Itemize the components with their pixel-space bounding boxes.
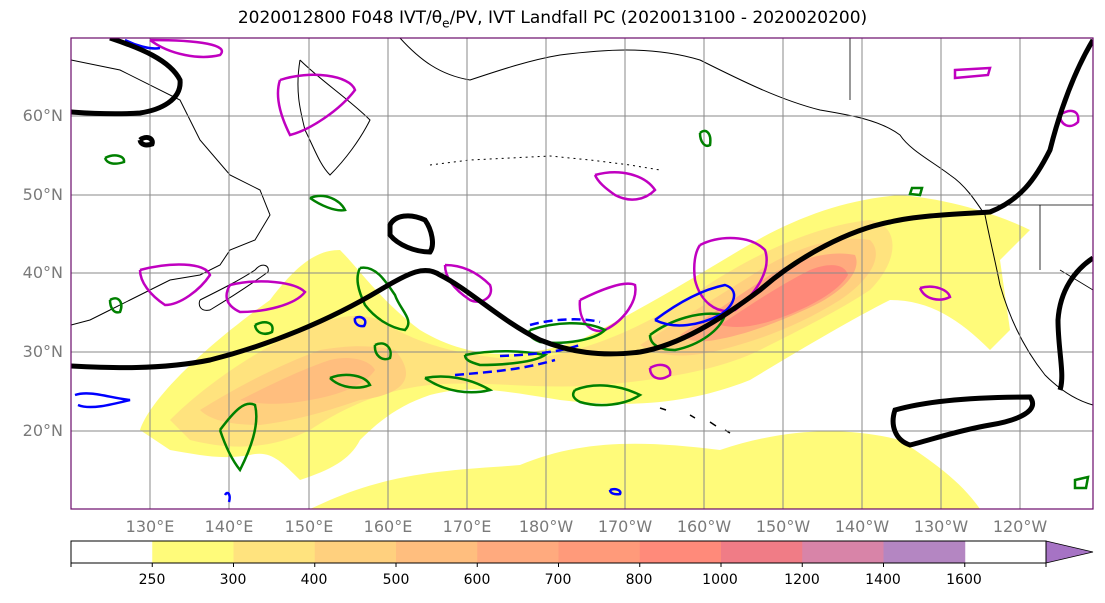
aleutians <box>429 155 661 171</box>
colorbar-label-1200: 1200 <box>784 572 820 588</box>
bering-coast <box>399 38 951 176</box>
lat-label-40n: 40°N <box>22 263 63 282</box>
pv-green-5 <box>218 402 258 473</box>
lat-label-50n: 50°N <box>22 185 63 204</box>
colorbar-segment <box>477 541 559 563</box>
lon-label-180w: 180°W <box>518 517 574 536</box>
pv-green-12 <box>698 129 712 147</box>
pv-blue-6 <box>529 318 601 327</box>
pv-green-10 <box>571 384 643 407</box>
lon-label-160w: 160°W <box>676 517 732 536</box>
colorbar-label-300: 300 <box>219 572 247 588</box>
pv-blue-5 <box>499 343 581 358</box>
colorbar-extend-arrow <box>1045 540 1094 564</box>
theta-e-contours <box>71 38 1093 448</box>
colorbar-segment <box>152 541 234 563</box>
colorbar-label-1000: 1000 <box>702 572 738 588</box>
pv-blue-7 <box>654 283 736 327</box>
colorbar-label-500: 500 <box>382 572 410 588</box>
colorbar-segment <box>721 541 803 563</box>
lon-label-170e: 170°E <box>442 517 492 536</box>
pv-blue-contours <box>74 38 736 503</box>
pv-magenta-10 <box>918 285 952 301</box>
pv-blue-1 <box>124 38 161 50</box>
theta-e-top-left <box>71 38 183 117</box>
ivt-band-500 <box>240 358 375 404</box>
lat-label-60n: 60°N <box>22 106 63 125</box>
pv-magenta-contours <box>138 38 1080 380</box>
colorbar-segment <box>558 541 641 563</box>
pv-magenta-4 <box>225 280 307 314</box>
pv-green-8 <box>463 350 549 367</box>
pv-blue-9 <box>608 487 622 496</box>
borders <box>849 38 1093 291</box>
colorbar-label-1600: 1600 <box>946 572 982 588</box>
lon-label-160e: 160°E <box>363 517 413 536</box>
pv-green-2 <box>356 266 410 332</box>
pv-green-14 <box>108 297 123 314</box>
pv-magenta-3 <box>138 263 212 307</box>
lon-label-130w: 130°W <box>913 517 969 536</box>
pv-blue-2 <box>74 392 131 409</box>
colorbar-segment <box>396 541 478 563</box>
map-panel <box>71 38 1093 509</box>
ivt-band-800 <box>720 265 848 328</box>
ivt-band-250-south <box>310 431 980 509</box>
asia-coastline <box>71 59 271 326</box>
colorbar-label-250: 250 <box>138 572 166 588</box>
theta-e-southeast-loop <box>890 394 1035 448</box>
lon-label-150e: 150°E <box>284 517 334 536</box>
theta-e-closed-loop <box>387 213 435 255</box>
theta-e-small-loop <box>137 134 155 148</box>
pv-green-13 <box>103 154 126 165</box>
pv-blue-3 <box>353 315 367 328</box>
lat-label-20n: 20°N <box>22 421 63 440</box>
pv-magenta-1 <box>149 38 224 59</box>
colorbar-label-400: 400 <box>300 572 328 588</box>
pv-magenta-6 <box>593 171 657 201</box>
colorbar-segment <box>71 541 153 563</box>
colorbar-segment <box>802 541 884 563</box>
north-america-coast <box>949 174 1093 406</box>
pv-blue-4 <box>454 358 556 377</box>
lon-label-120w: 120°W <box>992 517 1048 536</box>
lat-label-30n: 30°N <box>22 342 63 361</box>
colorbar-label-700: 700 <box>544 572 572 588</box>
chart-title: 2020012800 F048 IVT/θe/PV, IVT Landfall … <box>237 8 868 31</box>
colorbar-segment <box>233 541 316 563</box>
pv-green-16 <box>1073 475 1090 490</box>
lon-label-170w: 170°W <box>597 517 653 536</box>
colorbar-label-1400: 1400 <box>865 572 901 588</box>
pv-green-4 <box>329 373 372 389</box>
pv-green-7 <box>424 375 494 394</box>
lon-label-140e: 140°E <box>204 517 254 536</box>
colorbar-segment <box>314 541 397 563</box>
theta-e-main <box>71 38 1093 371</box>
lon-label-140w: 140°W <box>834 517 890 536</box>
pv-magenta-11 <box>1058 109 1080 128</box>
pv-magenta-9 <box>648 363 672 380</box>
theta-e-east-coast <box>1055 255 1093 391</box>
lon-label-130e: 130°E <box>125 517 175 536</box>
pv-magenta-2 <box>276 73 357 137</box>
hawaii <box>659 407 731 434</box>
colorbar-segment <box>639 541 722 563</box>
pv-green-6 <box>373 342 392 361</box>
colorbar-segment <box>883 541 966 563</box>
pv-magenta-12 <box>953 66 992 80</box>
pv-green-15 <box>908 186 924 197</box>
coastlines <box>71 38 1093 434</box>
colorbar <box>70 540 1094 567</box>
pv-green-1 <box>309 194 347 212</box>
pv-green-3 <box>253 321 274 335</box>
colorbar-label-800: 800 <box>625 572 653 588</box>
japan-coastline <box>198 264 269 311</box>
kamchatka-coastline <box>297 59 371 176</box>
colorbar-label-600: 600 <box>463 572 491 588</box>
lon-label-150w: 150°W <box>755 517 811 536</box>
pv-blue-8 <box>223 491 231 503</box>
map-frame <box>70 37 1094 510</box>
